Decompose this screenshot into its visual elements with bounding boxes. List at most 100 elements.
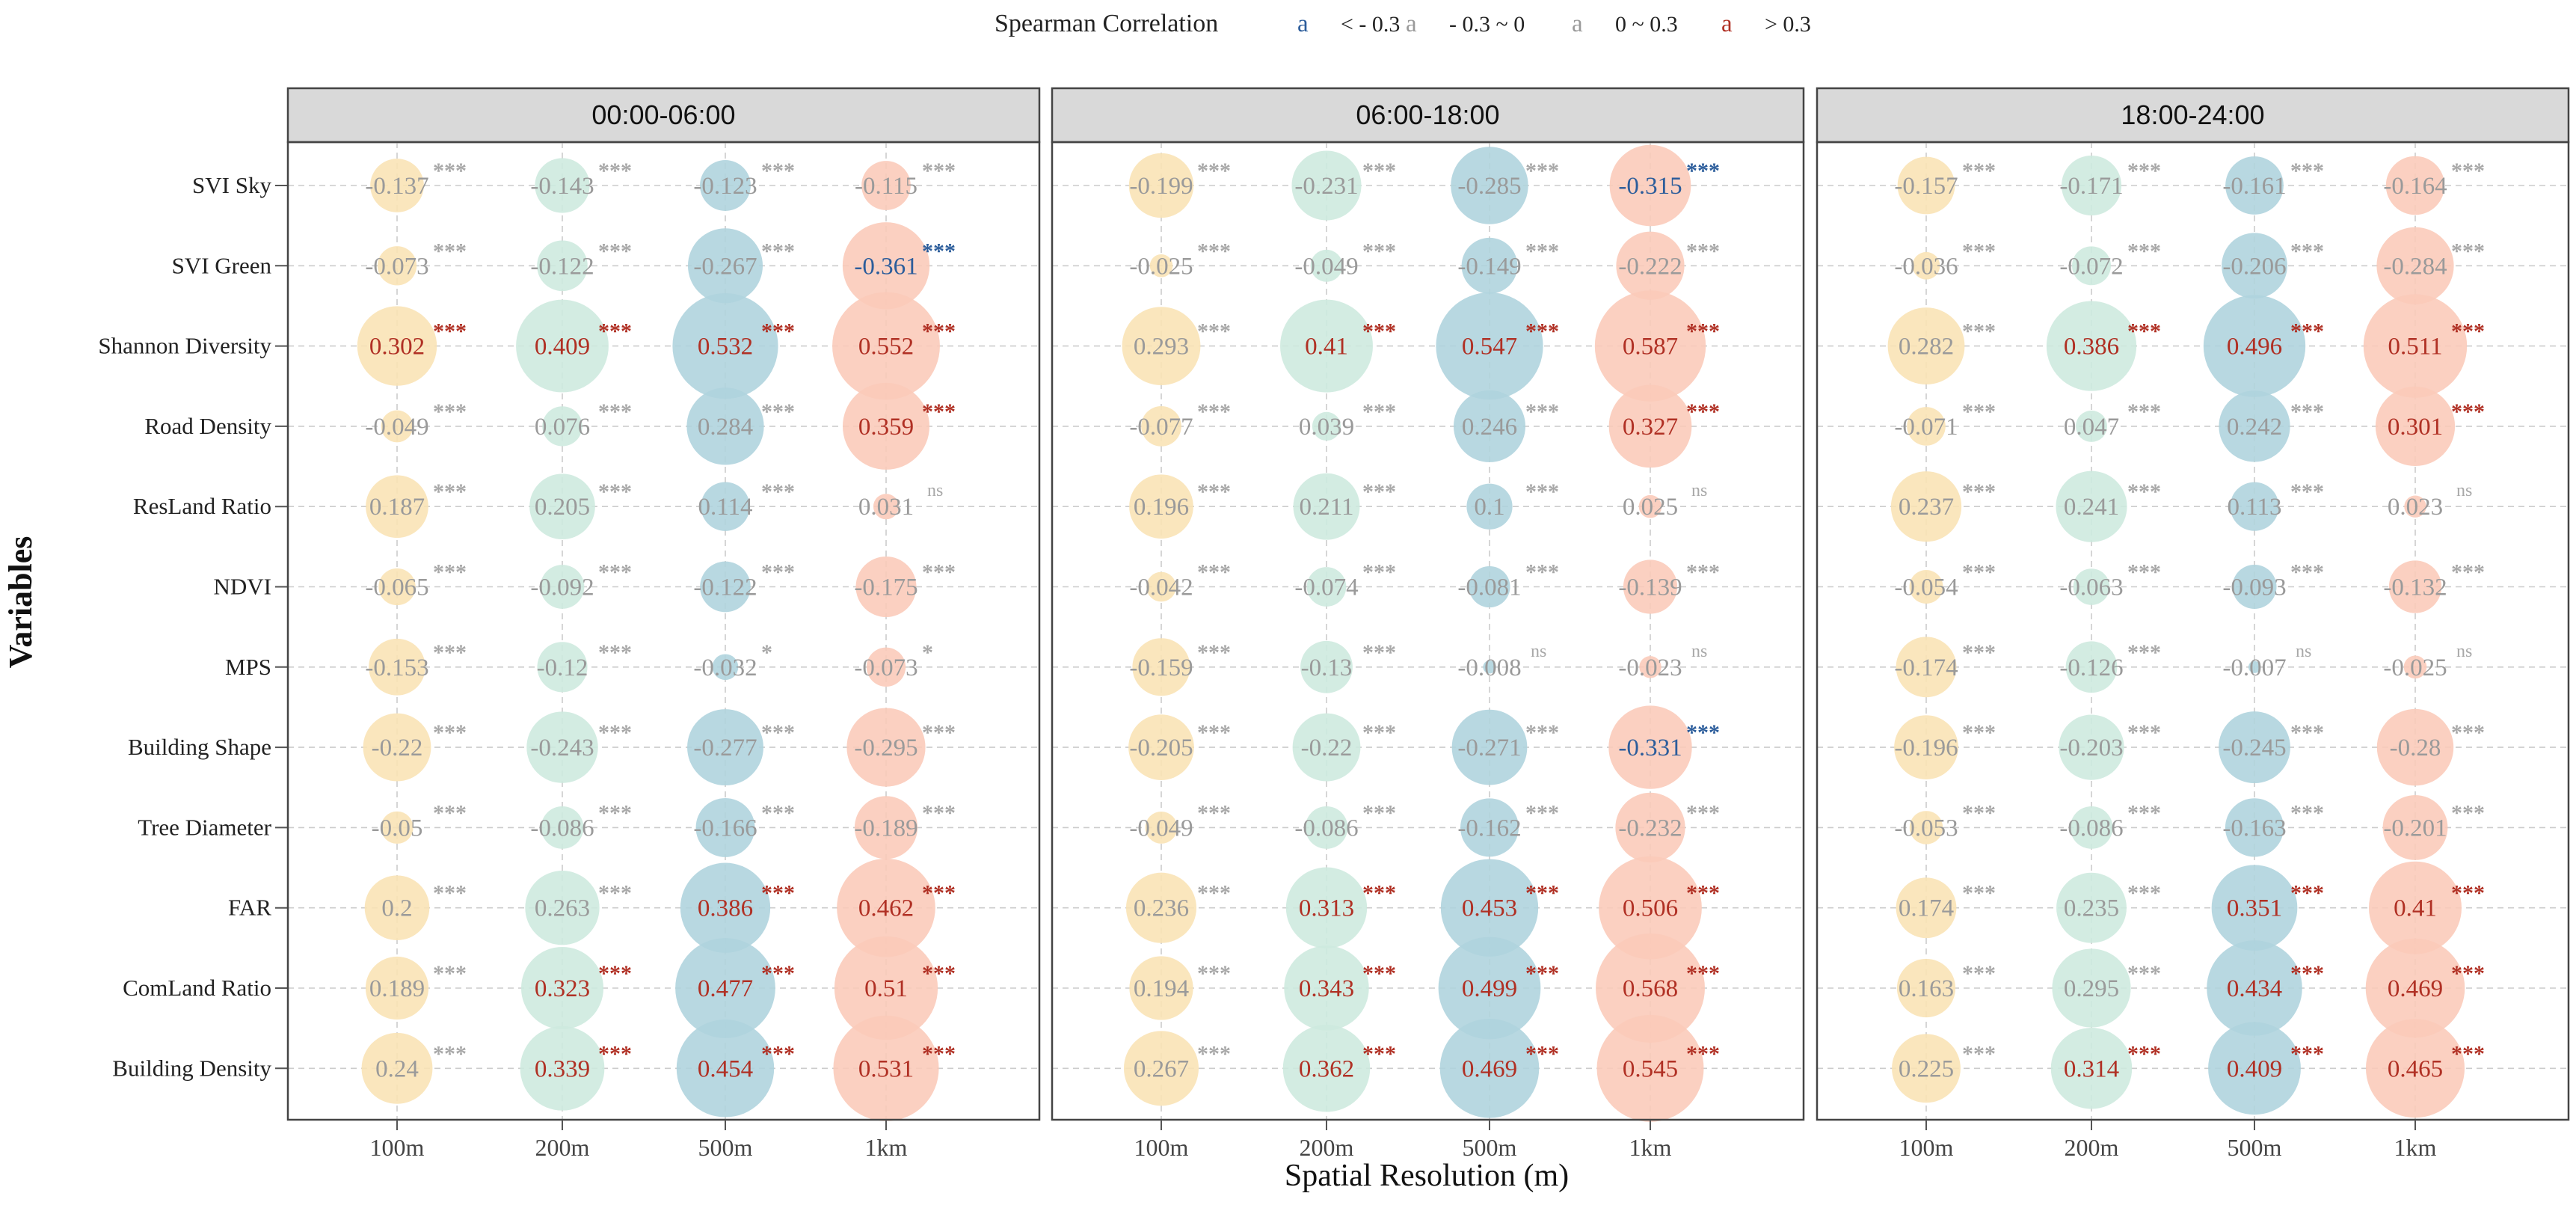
legend-item-label: > 0.3 — [1765, 12, 1811, 37]
correlation-bubble — [2073, 568, 2110, 605]
y-tick-label: MPS — [225, 654, 271, 680]
correlation-value-label: -0.032 — [693, 654, 757, 681]
correlation-value-label: 0.362 — [1299, 1055, 1354, 1082]
correlation-bubble — [1638, 494, 1662, 518]
significance-marker: *** — [1362, 159, 1396, 183]
significance-marker: *** — [433, 881, 467, 906]
correlation-bubble — [2207, 940, 2302, 1036]
x-tick-label: 200m — [535, 1134, 590, 1161]
significance-marker: *** — [1525, 1041, 1559, 1066]
correlation-value-label: -0.271 — [1457, 735, 1521, 761]
correlation-value-label: -0.205 — [1129, 735, 1193, 761]
correlation-bubble — [1608, 705, 1692, 789]
significance-marker: *** — [922, 560, 956, 585]
legend-title: Spearman Correlation — [995, 10, 1218, 37]
correlation-bubble — [2056, 470, 2127, 542]
correlation-bubble — [1896, 637, 1957, 698]
significance-marker: *** — [433, 399, 467, 424]
correlation-value-label: 0.113 — [2227, 494, 2281, 521]
correlation-value-label: -0.074 — [1294, 574, 1358, 601]
legend-key-glyph: a — [1406, 10, 1417, 37]
correlation-value-label: 0.302 — [369, 334, 425, 361]
correlation-bubble — [1466, 483, 1513, 530]
correlation-bubble — [2222, 233, 2287, 299]
correlation-bubble — [378, 568, 416, 606]
significance-marker: *** — [2290, 1041, 2324, 1066]
correlation-value-label: -0.092 — [530, 574, 594, 601]
correlation-bubble — [1300, 640, 1353, 693]
y-tick-label: ComLand Ratio — [123, 975, 271, 1001]
correlation-bubble — [1912, 251, 1940, 280]
significance-marker: *** — [2127, 800, 2161, 825]
correlation-bubble — [1894, 715, 1958, 779]
significance-marker: *** — [1686, 159, 1720, 183]
significance-marker: *** — [2127, 239, 2161, 263]
significance-marker: *** — [1686, 720, 1720, 745]
correlation-value-label: 0.282 — [1899, 334, 1954, 361]
correlation-bubble — [1594, 290, 1706, 402]
correlation-value-label: 0.031 — [858, 494, 914, 521]
correlation-bubble — [540, 565, 585, 609]
significance-marker: *** — [761, 319, 795, 344]
correlation-value-label: -0.243 — [530, 735, 594, 761]
significance-marker: *** — [1197, 159, 1231, 183]
correlation-bubble — [516, 299, 609, 393]
significance-marker: *** — [433, 1041, 467, 1066]
correlation-value-label: -0.189 — [854, 815, 917, 841]
correlation-bubble — [1129, 474, 1193, 539]
significance-marker: ns — [1691, 642, 1707, 661]
correlation-value-label: -0.073 — [854, 654, 917, 681]
panel-strip — [1051, 87, 1805, 144]
correlation-value-label: 0.114 — [698, 494, 752, 521]
correlation-value-label: -0.077 — [1129, 414, 1193, 441]
correlation-bubble — [2232, 564, 2277, 610]
y-tick-label: Building Density — [112, 1055, 271, 1081]
correlation-bubble — [2072, 246, 2111, 286]
correlation-value-label: -0.143 — [530, 173, 594, 200]
legend-key-glyph: a — [1297, 10, 1309, 37]
significance-marker: *** — [1197, 399, 1231, 424]
correlation-value-label: 0.351 — [2227, 895, 2282, 922]
correlation-value-label: -0.175 — [854, 574, 917, 601]
significance-marker: *** — [1525, 159, 1559, 183]
correlation-value-label: -0.157 — [1894, 173, 1958, 200]
correlation-bubble — [1890, 471, 1962, 542]
significance-marker: *** — [761, 479, 795, 504]
correlation-value-label: -0.161 — [2222, 173, 2286, 200]
correlation-value-label: 0.453 — [1462, 895, 1517, 922]
correlation-value-label: -0.232 — [1618, 815, 1682, 841]
correlation-bubble — [2046, 301, 2137, 391]
correlation-value-label: -0.164 — [2383, 173, 2447, 200]
correlation-value-label: -0.149 — [1457, 253, 1521, 280]
significance-marker: *** — [2290, 720, 2324, 745]
significance-marker: *** — [1197, 640, 1231, 665]
correlation-bubble — [1282, 1025, 1371, 1112]
correlation-value-label: 0.532 — [698, 334, 753, 361]
correlation-bubble — [2219, 390, 2290, 462]
correlation-bubble — [1438, 936, 1541, 1040]
correlation-value-label: -0.139 — [1618, 574, 1682, 601]
y-tick-label: Tree Diameter — [138, 814, 271, 840]
correlation-value-label: 0.2 — [381, 895, 412, 922]
correlation-bubble — [832, 292, 940, 400]
correlation-value-label: -0.123 — [693, 173, 757, 200]
correlation-value-label: -0.277 — [693, 735, 757, 761]
correlation-bubble — [1306, 567, 1347, 607]
correlation-bubble — [687, 228, 763, 304]
correlation-bubble — [834, 936, 938, 1040]
correlation-bubble — [541, 806, 584, 849]
correlation-bubble — [700, 160, 751, 211]
significance-marker: ns — [2296, 642, 2311, 661]
correlation-value-label: 0.41 — [2394, 895, 2437, 922]
correlation-bubble — [712, 654, 739, 681]
correlation-value-label: -0.072 — [2059, 253, 2123, 280]
significance-marker: *** — [1362, 479, 1396, 504]
correlation-bubble — [1439, 1018, 1540, 1118]
correlation-value-label: -0.086 — [530, 815, 594, 841]
correlation-bubble — [1461, 237, 1518, 294]
significance-marker: * — [761, 640, 772, 665]
correlation-bubble — [1483, 660, 1496, 674]
significance-marker: *** — [2451, 720, 2485, 745]
significance-marker: *** — [598, 720, 632, 745]
correlation-value-label: 0.236 — [1134, 895, 1189, 922]
